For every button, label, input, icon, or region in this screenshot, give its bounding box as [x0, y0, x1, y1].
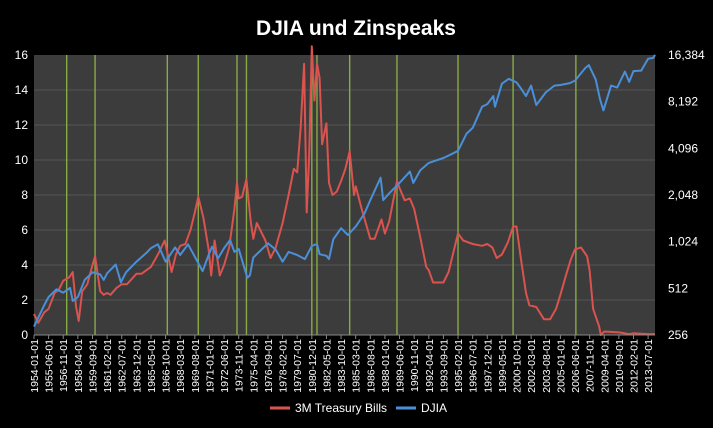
left-tick-label: 10	[15, 153, 29, 167]
x-tick-label: 1975-04-01	[248, 339, 260, 393]
x-tick-label: 1956-11-01	[58, 339, 70, 392]
x-tick-label: 1989-06-01	[395, 339, 407, 393]
x-tick-label: 1958-04-01	[73, 339, 85, 393]
left-tick-label: 8	[21, 188, 28, 202]
legend-label-tbill: 3M Treasury Bills	[295, 401, 387, 415]
x-tick-label: 1982-05-01	[321, 339, 333, 393]
legend-label-djia: DJIA	[421, 401, 447, 415]
x-tick-label: 1999-05-01	[497, 339, 509, 393]
x-tick-label: 1992-04-01	[424, 339, 436, 393]
left-tick-label: 4	[21, 258, 28, 272]
right-tick-label: 8,192	[668, 95, 698, 109]
x-tick-label: 2010-09-01	[614, 339, 626, 393]
x-tick-label: 2005-01-01	[555, 339, 567, 393]
right-axis: 256 512 1,024 2,048 4,096 8,192 16,384	[668, 48, 705, 342]
x-tick-label: 1993-09-01	[438, 339, 450, 393]
x-tick-label: 1972-06-01	[219, 339, 231, 393]
left-tick-label: 2	[21, 293, 28, 307]
x-tick-label: 1996-07-01	[468, 339, 480, 393]
right-tick-label: 2,048	[668, 188, 698, 202]
right-tick-label: 16,384	[668, 48, 705, 62]
x-tick-label: 2012-02-01	[628, 339, 640, 393]
x-tick-label: 1963-12-01	[131, 339, 143, 393]
peak-lines-layer	[65, 55, 577, 335]
x-tick-label: 1955-06-01	[44, 339, 56, 393]
chart-title: DJIA und Zinspeaks	[256, 17, 456, 40]
right-tick-label: 256	[668, 328, 688, 342]
x-tick-label: 1997-12-01	[482, 339, 494, 393]
series-line-djia	[33, 54, 656, 328]
x-tick-label: 1959-09-01	[87, 339, 99, 393]
series-layer	[33, 45, 656, 336]
right-tick-label: 4,096	[668, 141, 698, 155]
x-tick-label: 2006-06-01	[570, 339, 582, 393]
right-tick-label: 512	[668, 281, 688, 295]
x-tick-label: 2009-04-01	[599, 339, 611, 393]
left-tick-label: 12	[15, 118, 29, 132]
x-tick-label: 1985-03-01	[351, 339, 363, 393]
x-tick-label: 2007-11-01	[585, 339, 597, 392]
x-tick-label: 1954-01-01	[29, 339, 41, 393]
x-axis: 1954-01-01 1955-06-01 1956-11-01 1958-04-01…	[29, 334, 655, 393]
x-tick-label: 1990-11-01	[409, 339, 421, 392]
right-tick-label: 1,024	[668, 235, 698, 249]
x-tick-label: 1971-01-01	[204, 339, 216, 393]
x-tick-label: 1976-09-01	[263, 339, 275, 393]
left-tick-label: 16	[15, 48, 29, 62]
x-tick-label: 1968-03-01	[175, 339, 187, 393]
left-tick-label: 6	[21, 223, 28, 237]
x-tick-label: 1980-12-01	[307, 339, 319, 393]
x-tick-label: 1995-02-01	[453, 339, 465, 393]
x-tick-label: 1962-07-01	[117, 339, 129, 393]
left-axis: 0 2 4 6 8 10 12 14 16	[15, 48, 29, 342]
x-tick-label: 2002-03-01	[526, 339, 538, 393]
x-tick-label: 2000-10-01	[512, 339, 524, 393]
x-tick-label: 1966-10-01	[161, 339, 173, 393]
x-tick-label: 1988-01-01	[380, 339, 392, 393]
x-tick-label: 1986-08-01	[365, 339, 377, 393]
x-tick-label: 1979-07-01	[292, 339, 304, 393]
x-tick-label: 1961-02-01	[102, 339, 114, 393]
left-tick-label: 0	[21, 328, 28, 342]
legend: 3M Treasury Bills DJIA	[270, 401, 447, 415]
x-tick-label: 2013-07-01	[643, 339, 655, 393]
series-line-tbill	[33, 45, 655, 336]
x-tick-label: 2003-08-01	[541, 339, 553, 393]
grid-layer	[34, 89, 655, 301]
x-tick-label: 1973-11-01	[234, 339, 246, 392]
x-tick-label: 1969-08-01	[190, 339, 202, 393]
left-tick-label: 14	[15, 83, 29, 97]
x-tick-label: 1978-02-01	[278, 339, 290, 393]
x-tick-label: 1983-10-01	[336, 339, 348, 393]
x-tick-label: 1965-05-01	[146, 339, 158, 393]
